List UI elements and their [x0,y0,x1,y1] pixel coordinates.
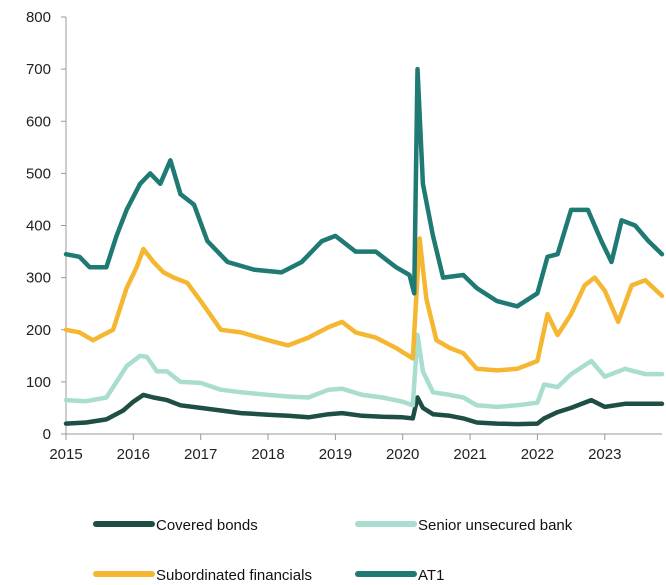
x-tick-label: 2019 [319,446,352,463]
legend-label-senior-unsecured-bank: Senior unsecured bank [418,517,573,534]
y-ticks: 0 100 200 300 400 500 600 700 800 [26,9,66,443]
y-tick-label: 600 [26,113,51,130]
series-layer [63,66,665,427]
y-tick-label: 200 [26,322,51,339]
x-tick-label: 2020 [386,446,419,463]
x-tick-label: 2015 [49,446,82,463]
x-tick-label: 2021 [453,446,486,463]
legend: Covered bonds Senior unsecured bank Subord… [93,517,573,584]
x-tick-label: 2016 [117,446,150,463]
y-tick-label: 500 [26,165,51,182]
x-tick-label: 2023 [588,446,621,463]
series-line-at1 [63,66,665,309]
x-tick-label: 2022 [521,446,554,463]
x-tick-label: 2017 [184,446,217,463]
y-tick-label: 0 [43,426,51,443]
y-tick-label: 400 [26,218,51,235]
series-line-covered-bonds [63,392,665,427]
series-line-senior-unsecured-bank [63,332,665,410]
legend-label-subordinated-financials: Subordinated financials [156,567,312,584]
y-tick-label: 300 [26,270,51,287]
y-tick-label: 700 [26,61,51,78]
y-tick-label: 800 [26,9,51,26]
y-tick-label: 100 [26,374,51,391]
series-line-subordinated-financials [63,236,665,373]
x-tick-label: 2018 [251,446,284,463]
x-ticks: 2015 2016 2017 2018 2019 2020 2021 2022 2023 [49,434,621,463]
legend-label-at1: AT1 [418,567,444,584]
legend-label-covered-bonds: Covered bonds [156,517,258,534]
